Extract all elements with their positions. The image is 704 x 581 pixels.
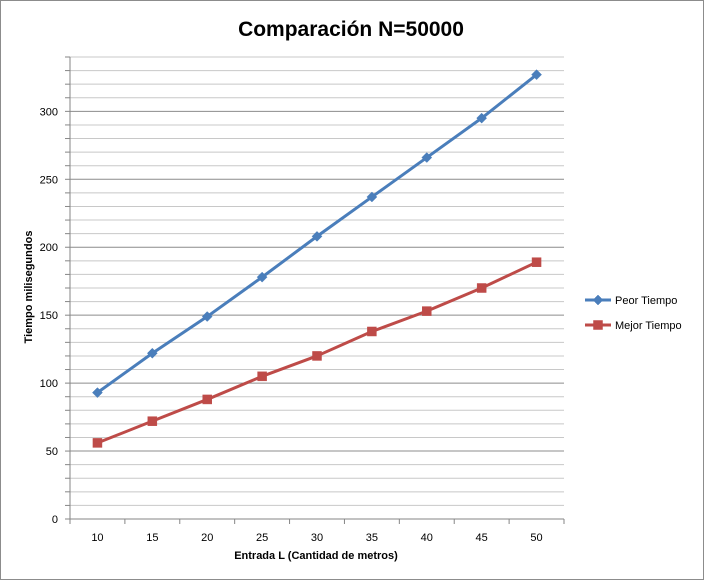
x-tick-label: 10 — [91, 532, 103, 544]
x-tick-label: 20 — [201, 532, 213, 544]
legend-label: Mejor Tiempo — [615, 320, 682, 332]
x-tick-label: 40 — [421, 532, 433, 544]
chart-title: Comparación N=50000 — [238, 18, 464, 41]
legend-label: Peor Tiempo — [615, 295, 677, 307]
legend-marker — [593, 320, 603, 330]
y-tick-label: 300 — [40, 106, 58, 118]
y-tick-label: 0 — [52, 514, 58, 526]
data-point — [476, 283, 487, 293]
data-point — [92, 387, 103, 398]
legend-item: Mejor Tiempo — [585, 320, 682, 332]
data-point — [367, 326, 377, 337]
data-point — [201, 311, 213, 322]
data-point — [202, 394, 212, 405]
x-tick-label: 35 — [366, 532, 378, 544]
y-tick-label: 250 — [40, 174, 58, 186]
data-point — [312, 351, 322, 361]
data-point — [92, 438, 103, 448]
data-point — [422, 306, 432, 316]
x-tick-label: 15 — [146, 532, 158, 544]
y-axis-title: Tiempo milisegundos — [23, 231, 35, 344]
data-point — [476, 112, 488, 124]
data-point — [146, 347, 158, 359]
legend-item: Peor Tiempo — [585, 294, 677, 307]
y-tick-label: 50 — [46, 446, 58, 458]
data-point — [531, 69, 542, 81]
x-tick-label: 25 — [256, 532, 268, 544]
x-tick-label: 45 — [476, 532, 488, 544]
data-point — [366, 191, 378, 203]
grid-lines — [70, 56, 564, 506]
series-group — [92, 69, 542, 448]
series-1 — [92, 69, 542, 398]
x-tick-label: 30 — [311, 532, 323, 544]
y-tick-label: 200 — [40, 242, 58, 254]
series-2 — [92, 257, 542, 448]
legend-marker — [592, 294, 604, 306]
axes — [65, 56, 565, 524]
data-point — [256, 271, 268, 283]
data-point — [147, 416, 158, 426]
legend: Peor Tiempo Mejor Tiempo — [585, 294, 682, 332]
x-axis-title: Entrada L (Cantidad de metros) — [234, 550, 398, 562]
y-tick-label: 100 — [40, 378, 58, 390]
data-point — [421, 152, 433, 163]
data-point — [311, 231, 323, 242]
x-tick-label: 50 — [530, 532, 542, 544]
tick-labels: 0 50 100 150 200 250 300 10 15 20 25 30 35 40 45 50 — [40, 106, 543, 544]
y-tick-label: 150 — [40, 310, 58, 322]
data-point — [257, 371, 267, 382]
data-point — [531, 257, 542, 267]
